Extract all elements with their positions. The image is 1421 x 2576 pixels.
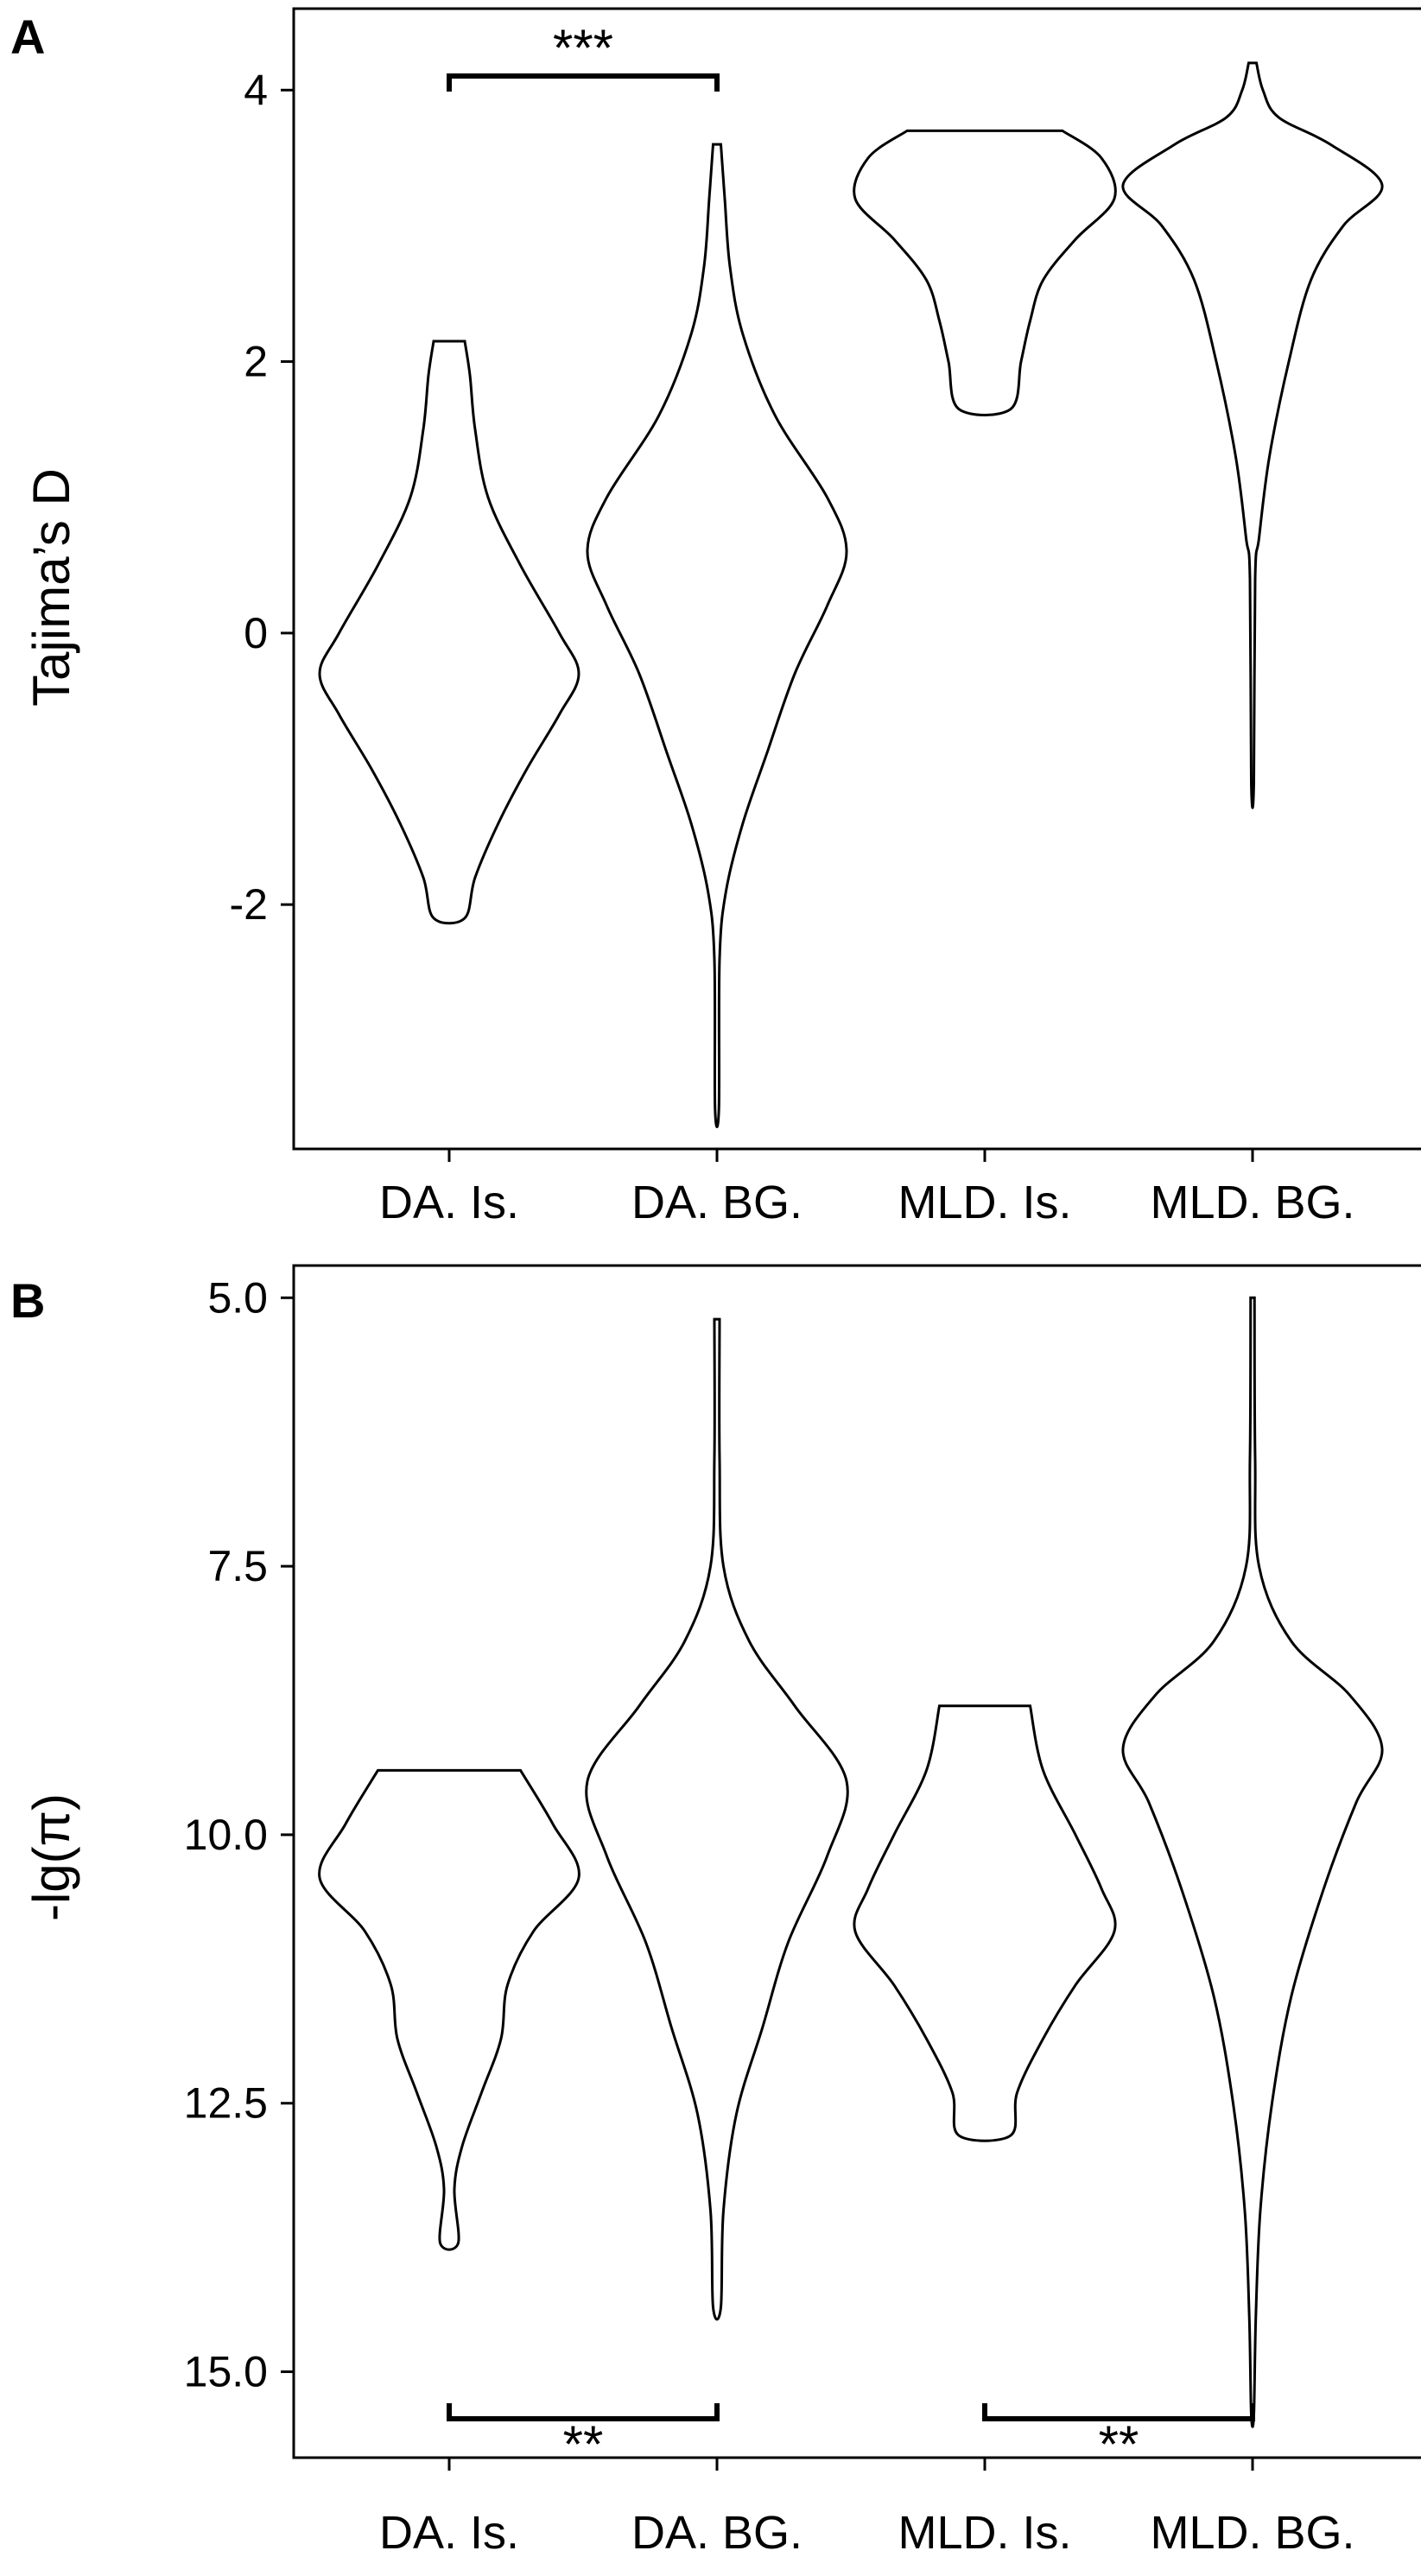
- y-tick-label: 4: [244, 66, 268, 114]
- x-tick-label: DA. BG.: [631, 2507, 802, 2559]
- panel-b: B -lg(π) 5.0 7.5 10.0 12.5 15.0 DA. Is. DA. BG. M…: [10, 1264, 1421, 2559]
- violin-da-bg: [585, 1317, 849, 2321]
- y-tick-label: -2: [230, 880, 268, 929]
- violin-mld-is: [853, 1704, 1117, 2142]
- significance-label: ***: [553, 19, 613, 77]
- x-tick-label: MLD. BG.: [1150, 2507, 1354, 2559]
- y-tick-label: 7.5: [207, 1542, 268, 1590]
- violin-da-bg: [586, 143, 848, 1128]
- y-tick-label: 10.0: [184, 1811, 268, 1859]
- significance-bracket: [982, 2403, 1255, 2421]
- plot-frame: [292, 1264, 1421, 2459]
- violin-da-is: [318, 1768, 580, 2251]
- significance-bracket: [447, 2403, 720, 2421]
- y-tick-label: 0: [244, 609, 268, 657]
- violin-mld-is: [853, 129, 1117, 416]
- y-tick-label: 12.5: [184, 2079, 268, 2128]
- y-axis-title: -lg(π): [22, 1793, 80, 1921]
- significance-label: **: [563, 2415, 604, 2473]
- panel-a: A Tajima’s D 4 2 0 -2 DA. Is. DA. BG. MLD. Is. ML…: [10, 7, 1421, 1228]
- significance-bracket: [447, 73, 720, 92]
- panel-letter: B: [10, 1273, 45, 1328]
- violin-da-is: [318, 339, 580, 925]
- panel-letter: A: [10, 10, 45, 64]
- x-tick-label: DA. BG.: [631, 1177, 802, 1228]
- y-tick-label: 5.0: [207, 1273, 268, 1322]
- y-tick-label: 2: [244, 338, 268, 386]
- significance-label: **: [1099, 2415, 1139, 2473]
- y-axis-title: Tajima’s D: [22, 468, 80, 707]
- x-tick-label: DA. Is.: [379, 1177, 519, 1228]
- violin-mld-bg: [1121, 1296, 1384, 2428]
- plot-frame: [292, 7, 1421, 1151]
- x-tick-label: MLD. Is.: [898, 2507, 1071, 2559]
- violin-mld-bg: [1121, 61, 1384, 809]
- x-tick-label: MLD. Is.: [898, 1177, 1071, 1228]
- x-tick-label: MLD. BG.: [1150, 1177, 1354, 1228]
- x-tick-label: DA. Is.: [379, 2507, 519, 2559]
- y-tick-label: 15.0: [184, 2348, 268, 2396]
